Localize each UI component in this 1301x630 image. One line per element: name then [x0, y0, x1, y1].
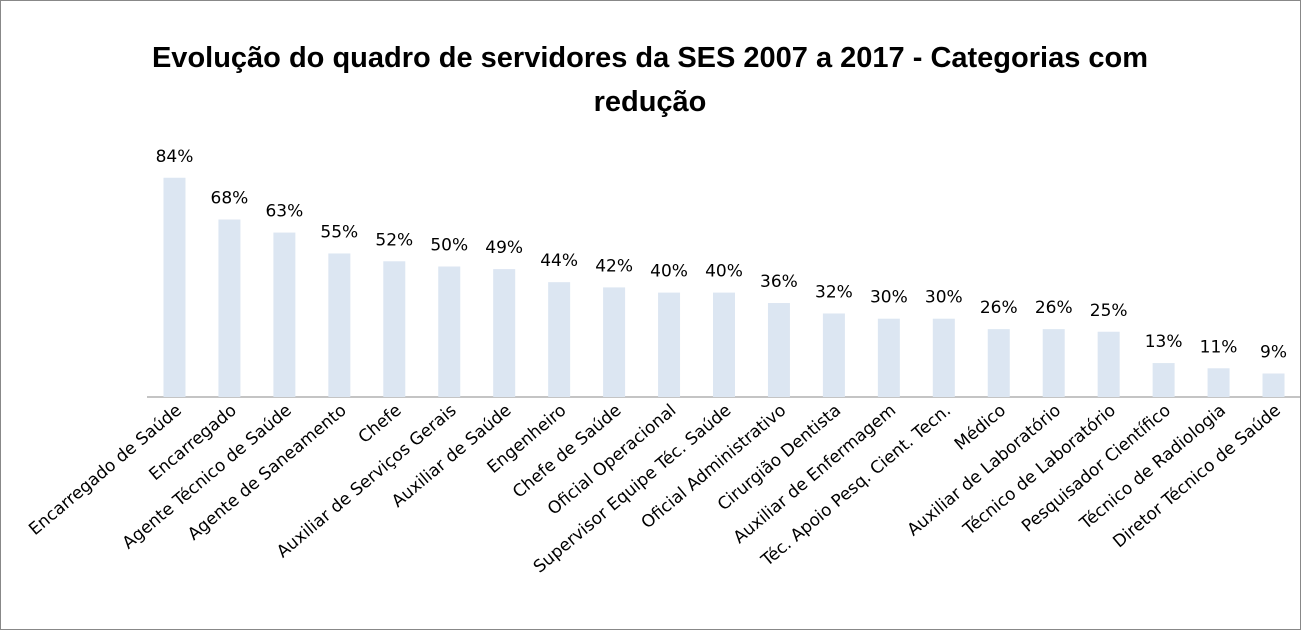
bar	[987, 329, 1010, 397]
bar	[163, 177, 186, 397]
bar	[548, 282, 571, 397]
bar	[1042, 329, 1065, 397]
data-label: 26%	[980, 298, 1018, 318]
data-label: 9%	[1260, 343, 1287, 363]
bar	[273, 232, 296, 397]
data-label: 11%	[1200, 337, 1238, 357]
data-label: 68%	[211, 189, 249, 209]
bar	[1207, 368, 1230, 397]
bar	[493, 269, 516, 397]
bar	[932, 318, 955, 397]
bar	[438, 266, 461, 397]
chart-title: Evolução do quadro de servidores da SES …	[151, 42, 1149, 118]
data-label: 26%	[1035, 298, 1073, 318]
bar	[603, 287, 626, 397]
bar	[1097, 331, 1120, 397]
x-tick-label: Chefe	[355, 401, 406, 448]
data-label: 63%	[265, 202, 303, 222]
bar	[658, 292, 681, 397]
data-label: 25%	[1090, 301, 1128, 321]
bar	[1152, 363, 1175, 397]
bar	[383, 261, 406, 397]
data-label: 52%	[375, 230, 413, 250]
data-label: 32%	[815, 282, 853, 302]
data-label: 44%	[540, 251, 578, 271]
data-label: 36%	[760, 272, 798, 292]
bar	[822, 313, 845, 397]
data-label: 84%	[156, 147, 194, 167]
bar	[767, 303, 790, 397]
bar	[218, 219, 241, 397]
bar	[877, 318, 900, 397]
data-label: 42%	[595, 256, 633, 276]
bar	[713, 292, 735, 397]
data-label: 50%	[430, 236, 468, 256]
data-label: 30%	[870, 288, 908, 308]
bar	[1262, 373, 1285, 397]
data-label: 40%	[650, 262, 688, 282]
data-label: 49%	[485, 238, 523, 258]
data-label: 13%	[1145, 332, 1183, 352]
bar	[328, 253, 351, 397]
data-label: 40%	[705, 262, 743, 282]
data-label: 55%	[320, 222, 358, 242]
data-label: 30%	[925, 288, 963, 308]
